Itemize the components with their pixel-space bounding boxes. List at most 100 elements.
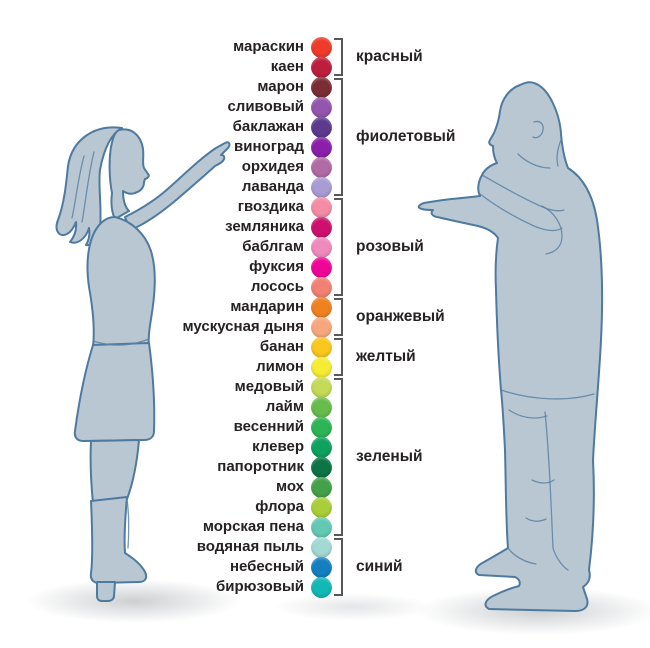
color-name-label: баклажан — [232, 118, 304, 135]
group-bracket — [334, 338, 343, 376]
man-pocket-line — [508, 409, 548, 419]
man-inner-leg-line — [544, 411, 569, 571]
color-swatch — [311, 416, 332, 438]
color-row: виноград — [0, 136, 332, 158]
woman-boot — [89, 496, 148, 584]
color-row: бирюзовый — [0, 576, 332, 598]
color-row: баблгам — [0, 236, 332, 258]
group-label: розовый — [356, 238, 424, 255]
color-row: земляника — [0, 216, 332, 238]
color-swatch — [311, 496, 332, 518]
color-swatch — [311, 516, 332, 538]
woman-pointing-figure — [55, 126, 231, 602]
color-row: водяная пыль — [0, 536, 332, 558]
color-row: папоротник — [0, 456, 332, 478]
man-sleeve-line — [541, 205, 563, 255]
color-row: медовый — [0, 376, 332, 398]
color-swatch — [311, 476, 332, 498]
color-swatch — [311, 356, 332, 378]
man-collar-line — [517, 139, 562, 169]
color-swatch — [311, 256, 332, 278]
color-name-label: банан — [259, 338, 304, 355]
group-label: красный — [356, 48, 423, 65]
group-bracket — [334, 378, 343, 536]
color-name-label: мандарин — [230, 298, 304, 315]
color-swatch — [311, 156, 332, 178]
color-swatch — [311, 96, 332, 118]
man-silhouette — [417, 81, 604, 612]
color-row: марон — [0, 76, 332, 98]
group-bracket — [334, 38, 343, 76]
man-shoe-line — [507, 547, 537, 565]
group-label: синий — [356, 558, 403, 575]
color-name-label: мох — [275, 478, 304, 495]
color-swatch — [311, 336, 332, 358]
woman-boot-heel — [96, 581, 116, 602]
woman-sweater-hem-line — [92, 338, 150, 346]
color-row: мандарин — [0, 296, 332, 318]
woman-hair-strand-lines — [71, 151, 95, 223]
color-swatch — [311, 176, 332, 198]
color-row: клевер — [0, 436, 332, 458]
color-name-label: клевер — [252, 438, 304, 455]
color-swatch — [311, 56, 332, 78]
woman-boot-line — [126, 498, 130, 549]
color-swatch — [311, 436, 332, 458]
color-name-label: земляника — [225, 218, 304, 235]
color-row: мараскин — [0, 36, 332, 58]
color-swatch — [311, 296, 332, 318]
woman-skirt — [73, 342, 156, 442]
color-row: мох — [0, 476, 332, 498]
color-name-label: орхидея — [241, 158, 304, 175]
group-label: оранжевый — [356, 308, 445, 325]
color-row: каен — [0, 56, 332, 78]
man-knee-fold-lines — [525, 479, 555, 522]
man-shirt-hem-line — [500, 389, 595, 400]
color-row: морская пена — [0, 516, 332, 538]
group-label: фиолетовый — [356, 128, 456, 145]
color-row: небесный — [0, 556, 332, 578]
color-name-label: бирюзовый — [216, 578, 304, 595]
color-swatch — [311, 456, 332, 478]
color-name-label: водяная пыль — [196, 538, 304, 555]
color-name-label: виноград — [234, 138, 304, 155]
color-row: весенний — [0, 416, 332, 438]
group-bracket — [334, 78, 343, 196]
color-row: гвоздика — [0, 196, 332, 218]
color-name-label: лимон — [256, 358, 304, 375]
color-swatch — [311, 316, 332, 338]
color-row: лимон — [0, 356, 332, 378]
color-swatch — [311, 116, 332, 138]
color-swatch — [311, 376, 332, 398]
color-name-label: мараскин — [233, 38, 304, 55]
color-swatch — [311, 216, 332, 238]
color-swatch — [311, 276, 332, 298]
color-name-label: медовый — [234, 378, 304, 395]
group-bracket — [334, 538, 343, 596]
color-name-label: марон — [257, 78, 304, 95]
color-swatch — [311, 196, 332, 218]
color-swatch — [311, 396, 332, 418]
color-name-label: лаванда — [241, 178, 304, 195]
color-name-label: морская пена — [202, 518, 304, 535]
color-row: орхидея — [0, 156, 332, 178]
group-bracket — [334, 298, 343, 336]
group-label: зеленый — [356, 448, 423, 465]
color-name-label: папоротник — [217, 458, 304, 475]
woman-pointing-arm — [124, 141, 231, 229]
color-row: лосось — [0, 276, 332, 298]
color-swatch — [311, 556, 332, 578]
color-row: флора — [0, 496, 332, 518]
color-row: баклажан — [0, 116, 332, 138]
color-row: банан — [0, 336, 332, 358]
man-ear-line — [532, 120, 544, 139]
color-name-label: каен — [270, 58, 304, 75]
color-name-label: весенний — [233, 418, 304, 435]
color-swatch — [311, 136, 332, 158]
color-name-label: сливовый — [227, 98, 304, 115]
color-name-label: мускусная дыня — [182, 318, 305, 335]
color-swatch — [311, 76, 332, 98]
color-name-label: флора — [255, 498, 304, 515]
color-row: лаванда — [0, 176, 332, 198]
